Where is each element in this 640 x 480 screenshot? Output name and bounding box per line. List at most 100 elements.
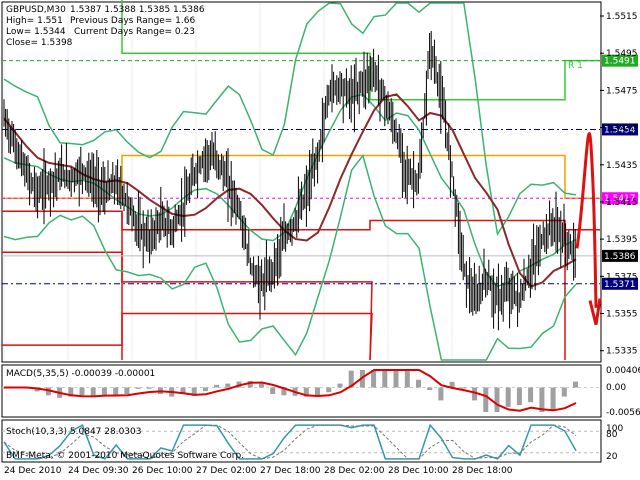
stoch-tick-100: 100 [606,424,623,434]
macd-bar [472,387,478,401]
price-candles [3,30,576,331]
macd-bar [483,387,489,412]
macd-bar [516,387,522,406]
macd-bar [494,387,500,412]
symbol-title: GBPUSD,M30 [6,5,66,15]
macd-bar [225,383,231,388]
macd-bar [247,381,253,388]
stoch-tick-80: 80 [606,430,618,440]
macd-bar [45,387,51,396]
time-tick: 27 Dec 18:00 [260,466,321,476]
macd-bar [303,387,309,397]
price-tick-label: 1.5395 [606,235,638,245]
macd-bar [191,387,197,396]
price-markers: 1.5491 1.5454 1.5417 1.5386 1.5371 [602,54,638,290]
forecast-arrow-head [588,298,602,326]
close-value: Close= 1.5398 [6,38,73,48]
r1-label: R 1 [568,61,583,71]
stoch-signal-line [3,424,577,460]
macd-bar [180,387,186,394]
stoch-panel [1,419,602,463]
support-2-level [2,251,373,361]
macd-label: MACD(5,35,5) -0.00039 -0.00001 [6,369,155,379]
price-tick-label: 1.5375 [606,272,638,282]
price-panel [1,1,602,363]
forecast-arrow-line [575,132,598,308]
macd-tick-top: 0.00406 [606,366,640,376]
time-tick: 24 Dec 09:30 [68,466,129,476]
forecast-arrow [575,132,602,326]
current-days-range: Current Days Range= 0.23 [74,27,195,37]
macd-bar [202,387,208,392]
price-tick-label: 1.5435 [606,161,638,171]
time-tick: 28 Dec 02:00 [324,466,385,476]
macd-bar [416,379,421,388]
price-marker-bg [602,277,638,290]
macd-bar [528,387,534,403]
macd-series [1,369,600,412]
macd-panel [1,364,602,418]
macd-bar [371,370,377,388]
time-tick: 26 Dec 10:00 [132,466,193,476]
macd-bar [326,387,332,393]
time-tick: 27 Dec 02:00 [196,466,257,476]
price-tick-label: 1.5495 [606,49,638,59]
macd-bar [281,387,287,396]
price-marker-label: 1.5417 [604,194,636,204]
price-marker-bg [602,249,638,262]
pivot-levels [2,0,600,361]
macd-bar [438,387,444,401]
stoch-series [2,423,600,460]
macd-bar [315,387,320,397]
macd-bar [101,387,107,395]
macd-bar [427,387,433,391]
macd-bar [146,387,152,389]
time-axis: 24 Dec 2010 24 Dec 09:30 26 Dec 10:00 27… [4,466,513,476]
macd-bar [1,387,6,389]
macd-signal-line [4,369,577,412]
high-value: High= 1.551 [6,16,63,26]
macd-bar [573,381,578,388]
macd-bar [337,383,343,388]
macd-bar [561,387,567,397]
stoch-tick-20: 20 [606,452,618,462]
price-marker-bg [602,192,638,205]
price-marker-bg [602,54,638,67]
macd-bar [539,387,545,412]
macd-bar [135,387,141,389]
macd-bar [214,384,220,388]
macd-bar [90,387,96,396]
macd-bar [348,370,354,388]
previous-days-range: Previous Days Range= 1.66 [70,16,195,26]
macd-bar [550,387,556,411]
macd-bar [259,383,264,388]
price-tick-label: 1.5455 [606,124,638,134]
macd-bar [124,387,130,394]
low-value: Low= 1.5344 [6,27,66,37]
macd-bar [505,387,511,407]
time-tick: 24 Dec 2010 [4,466,62,476]
price-axis: 1.5515 1.5495 1.5475 1.5455 1.5435 1.5415 1.53… [600,12,638,357]
price-tick-label: 1.5415 [606,198,638,208]
stoch-main-line [3,423,577,460]
price-marker-label: 1.5371 [604,280,636,290]
support-3-level [2,312,373,361]
time-tick: 28 Dec 10:00 [388,466,449,476]
macd-bar [382,370,388,388]
macd-tick-bottom: -0.00568 [606,408,640,418]
macd-tick-zero: 0.00 [606,383,626,393]
macd-bar [113,387,119,397]
bollinger-band [3,2,577,237]
macd-bar [393,370,399,388]
macd-bar [449,381,455,388]
macd-bar [404,370,410,388]
price-marker-label: 1.5386 [604,252,636,262]
copyright-text: BMF-Meta, © 2001-2010 MetaQuotes Softwar… [6,451,244,461]
bollinger-band [3,153,577,361]
price-tick-label: 1.5355 [606,310,638,320]
price-tick-label: 1.5335 [606,347,638,357]
ohlc-values: 1.5387 1.5388 1.5385 1.5386 [70,5,205,15]
price-tick-label: 1.5475 [606,86,638,96]
macd-bar [68,387,74,397]
